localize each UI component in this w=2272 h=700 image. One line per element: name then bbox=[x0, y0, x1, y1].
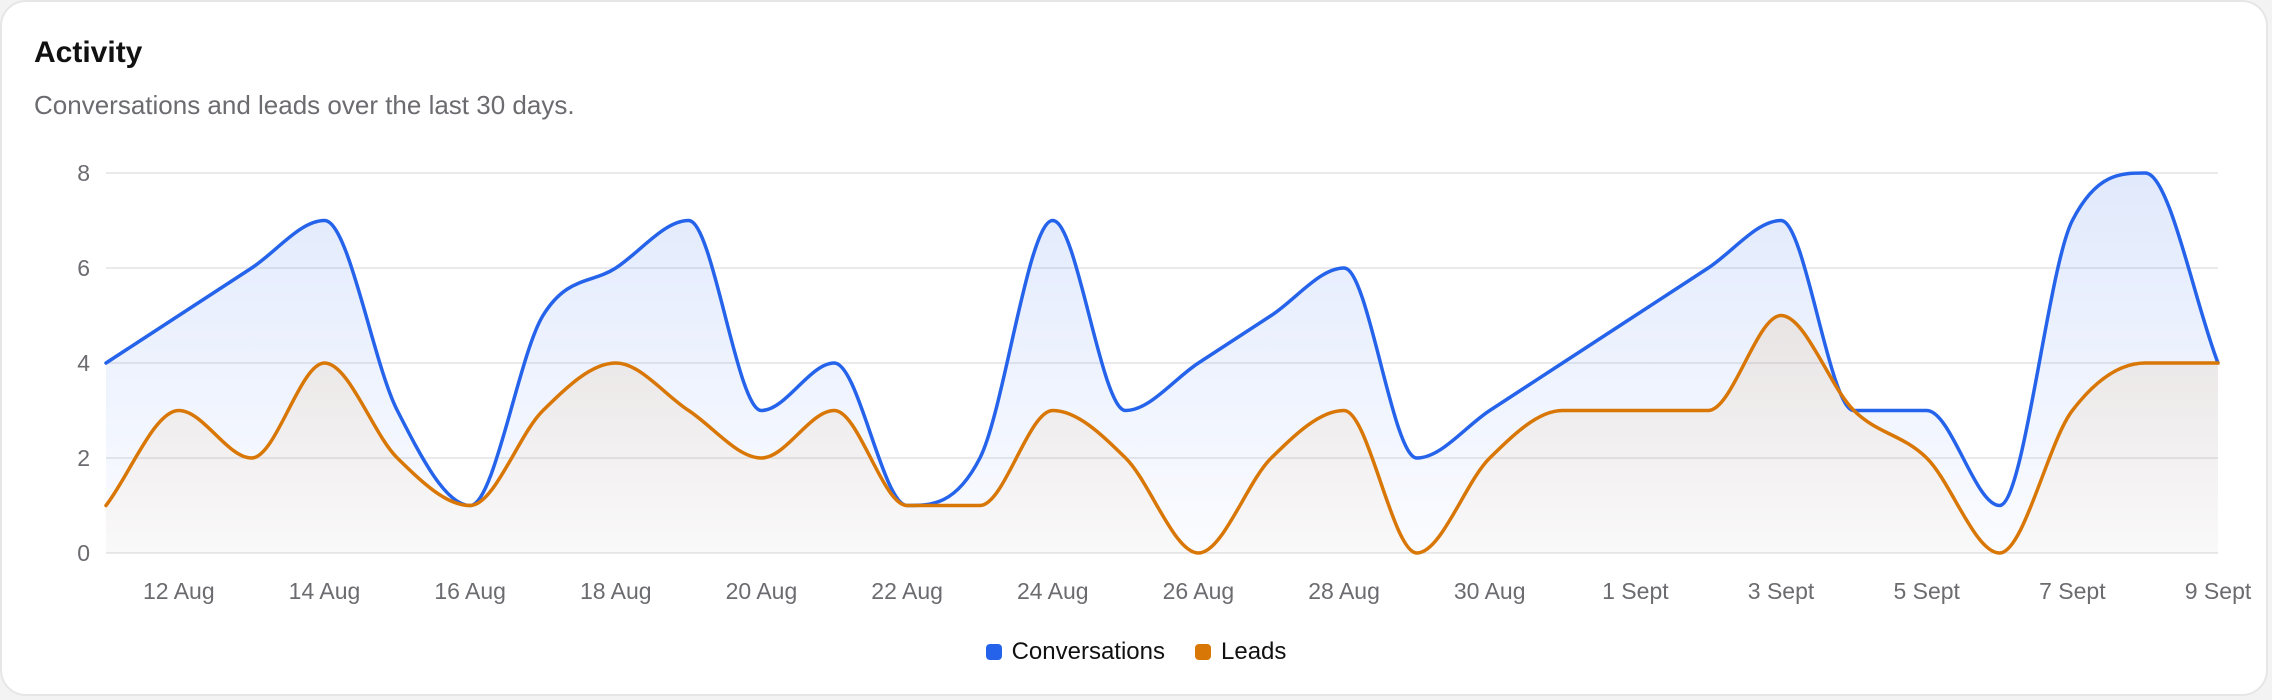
y-tick-label: 0 bbox=[77, 540, 90, 566]
y-tick-label: 4 bbox=[77, 350, 90, 376]
y-tick-label: 6 bbox=[77, 255, 90, 281]
legend-item-conversations[interactable]: Conversations bbox=[985, 638, 1166, 666]
card-title: Activity bbox=[34, 36, 143, 69]
conversations-swatch bbox=[985, 644, 1002, 660]
x-tick-label: 22 Aug bbox=[871, 578, 943, 604]
x-tick-label: 12 Aug bbox=[143, 578, 215, 604]
x-tick-label: 16 Aug bbox=[434, 578, 506, 604]
series-areas bbox=[106, 173, 2218, 553]
x-tick-label: 30 Aug bbox=[1454, 578, 1526, 604]
legend-label-leads: Leads bbox=[1221, 638, 1287, 665]
leads-line bbox=[104, 313, 2220, 555]
legend-label-conversations: Conversations bbox=[1011, 638, 1166, 665]
x-tick-label: 26 Aug bbox=[1163, 578, 1235, 604]
legend-item-leads[interactable]: Leads bbox=[1195, 638, 1286, 666]
leads-area bbox=[106, 315, 2218, 553]
x-tick-label: 3 Sept bbox=[1748, 578, 1815, 604]
y-axis-ticks: 0 2 4 6 8 bbox=[77, 160, 90, 566]
y-tick-label: 8 bbox=[77, 160, 90, 186]
x-tick-label: 20 Aug bbox=[726, 578, 798, 604]
series-lines bbox=[104, 171, 2220, 555]
x-tick-label: 14 Aug bbox=[289, 578, 361, 604]
x-tick-label: 7 Sept bbox=[2039, 578, 2106, 604]
x-tick-label: 18 Aug bbox=[580, 578, 652, 604]
chart-legend: Conversations Leads bbox=[2, 638, 2266, 666]
x-tick-label: 9 Sept bbox=[2185, 578, 2252, 604]
leads-swatch bbox=[1195, 644, 1212, 660]
x-tick-label: 5 Sept bbox=[1893, 578, 1960, 604]
y-tick-label: 2 bbox=[77, 445, 90, 471]
x-tick-label: 24 Aug bbox=[1017, 578, 1089, 604]
card-subtitle: Conversations and leads over the last 30… bbox=[34, 90, 575, 120]
x-tick-label: 1 Sept bbox=[1602, 578, 1669, 604]
activity-chart: 0 2 4 6 8 12 Aug 14 Aug 16 Aug 18 Aug 20 Aug 22 A… bbox=[77, 160, 2252, 604]
x-tick-label: 28 Aug bbox=[1308, 578, 1380, 604]
x-axis-ticks: 12 Aug 14 Aug 16 Aug 18 Aug 20 Aug 22 Aug 24 A… bbox=[143, 578, 2252, 604]
